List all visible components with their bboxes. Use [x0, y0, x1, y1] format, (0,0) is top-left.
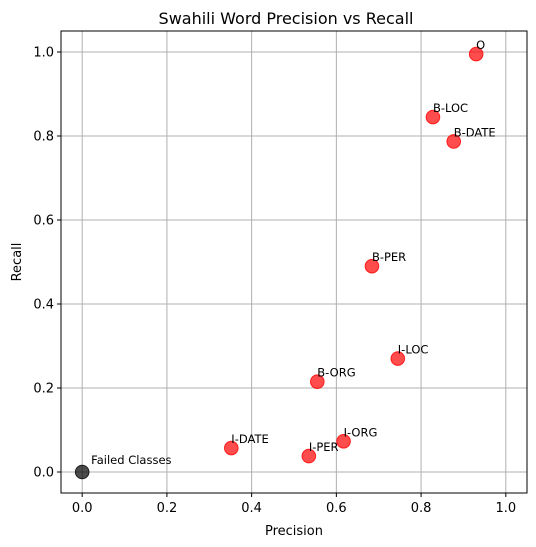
point-failed-classes [74, 464, 90, 480]
x-axis-label: Precision [265, 524, 323, 539]
point-i-date [224, 440, 239, 456]
point-label-b-org: B-ORG [317, 366, 355, 380]
y-tick-label: 1.0 [33, 46, 54, 61]
point-labels: O B-LOC B-DATE B-PER I-LOC B-ORG I-ORG I-DATE I-… [91, 38, 495, 467]
x-tick-label: 0.2 [157, 501, 178, 516]
x-tick-label: 0.8 [411, 501, 432, 516]
point-label-b-per: B-PER [372, 250, 406, 264]
chart-title: Swahili Word Precision vs Recall [159, 9, 414, 28]
point-i-loc [390, 351, 406, 366]
x-tick-label: 1.0 [495, 501, 516, 516]
point-b-date [446, 134, 462, 149]
point-label-i-org: I-ORG [344, 425, 378, 439]
point-label-i-per: I-PER [309, 440, 339, 454]
x-tick-label: 0.4 [241, 501, 262, 516]
point-o [468, 46, 484, 62]
point-label-failed-classes: Failed Classes [91, 453, 171, 467]
axis-ticks: 0.0 0.2 0.4 0.6 0.8 1.0 0.0 0.2 0.4 0.6 0.8 1.0 [33, 46, 516, 517]
y-axis-label: Recall [10, 243, 25, 282]
point-b-per [364, 258, 380, 274]
x-tick-label: 0.6 [326, 501, 347, 516]
y-tick-label: 0.0 [33, 466, 54, 481]
data-points [74, 46, 484, 480]
point-b-org [310, 374, 325, 390]
point-label-i-loc: I-LOC [398, 343, 429, 357]
point-label-o: O [476, 38, 485, 52]
y-tick-label: 0.8 [33, 130, 54, 145]
y-tick-label: 0.4 [33, 298, 54, 313]
point-label-b-loc: B-LOC [433, 101, 468, 115]
x-tick-label: 0.0 [72, 501, 93, 516]
point-b-loc [425, 109, 441, 125]
plot-frame [60, 30, 528, 494]
y-tick-label: 0.6 [33, 214, 54, 229]
y-tick-label: 0.2 [33, 382, 54, 397]
point-i-per [301, 448, 317, 464]
point-label-b-date: B-DATE [454, 125, 496, 139]
point-label-i-date: I-DATE [231, 432, 268, 446]
point-i-org [336, 434, 351, 449]
grid-lines [61, 31, 527, 493]
